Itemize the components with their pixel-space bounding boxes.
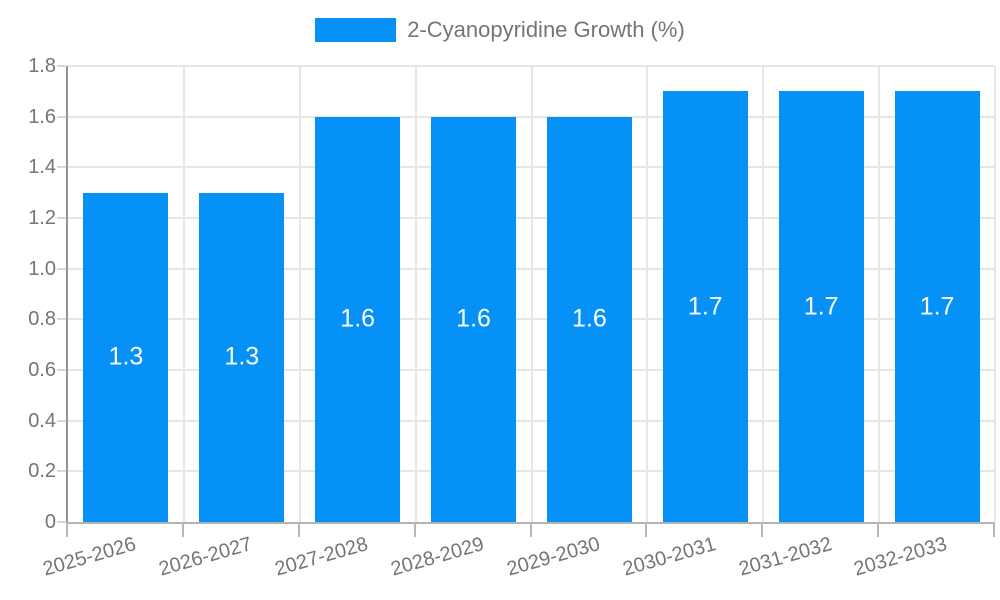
x-tick bbox=[877, 522, 880, 537]
y-tick bbox=[57, 217, 66, 219]
y-tick-label: 1.2 bbox=[28, 207, 56, 229]
x-tick bbox=[529, 522, 532, 537]
bar-value-label: 1.3 bbox=[224, 342, 260, 371]
x-tick-label: 2028-2029 bbox=[388, 533, 487, 581]
y-tick-label: 1.4 bbox=[28, 156, 56, 179]
x-tick bbox=[645, 522, 648, 537]
y-tick bbox=[57, 318, 66, 321]
y-tick-label: 0.6 bbox=[28, 359, 56, 381]
y-tick-label: 0.2 bbox=[28, 460, 56, 483]
bar: 1.7 bbox=[894, 91, 980, 522]
bar: 1.6 bbox=[546, 116, 632, 522]
y-tick-label: 1.0 bbox=[28, 257, 56, 280]
x-tick bbox=[66, 522, 68, 537]
bar: 1.6 bbox=[315, 116, 401, 522]
y-tick bbox=[57, 369, 66, 371]
x-tick bbox=[413, 522, 416, 537]
bar-value-label: 1.6 bbox=[572, 304, 607, 333]
bar: 1.3 bbox=[199, 192, 285, 522]
bar-value-label: 1.7 bbox=[919, 292, 955, 321]
y-tick-label: 1.8 bbox=[28, 55, 56, 77]
legend-label: 2-Cyanopyridine Growth (%) bbox=[407, 17, 685, 42]
gridline-v bbox=[646, 66, 649, 522]
x-tick bbox=[181, 522, 184, 537]
bar-value-label: 1.6 bbox=[456, 304, 491, 333]
x-tick bbox=[993, 522, 995, 537]
bar-value-label: 1.7 bbox=[803, 292, 839, 321]
y-tick bbox=[57, 115, 66, 118]
gridline-v bbox=[298, 66, 301, 522]
legend: 2-Cyanopyridine Growth (%) bbox=[0, 18, 1000, 42]
y-tick bbox=[57, 419, 66, 422]
y-tick bbox=[57, 521, 66, 523]
x-tick-label: 2026-2027 bbox=[156, 533, 255, 581]
y-tick bbox=[57, 65, 66, 67]
y-tick-label: 0.4 bbox=[28, 409, 56, 432]
y-tick bbox=[57, 267, 66, 270]
gridline-v bbox=[182, 66, 185, 522]
x-tick bbox=[761, 522, 764, 537]
y-tick bbox=[57, 166, 66, 169]
legend-swatch bbox=[315, 18, 397, 42]
y-tick-label: 0 bbox=[44, 511, 56, 533]
y-tick-label: 0.8 bbox=[28, 308, 56, 331]
plot-area: 1.3 1.3 1.6 1.6 1.6 1.7 1.7 1.7 bbox=[66, 65, 996, 524]
x-tick-label: 2032-2033 bbox=[851, 533, 950, 581]
bar: 1.7 bbox=[778, 91, 864, 522]
bar: 1.6 bbox=[431, 116, 517, 522]
gridline-v bbox=[530, 66, 533, 522]
bar: 1.7 bbox=[662, 91, 748, 522]
y-tick-label: 1.6 bbox=[28, 105, 56, 128]
bar-value-label: 1.6 bbox=[340, 304, 376, 333]
gridline-v bbox=[878, 66, 881, 522]
y-tick bbox=[57, 470, 66, 473]
x-tick bbox=[297, 522, 300, 537]
bar-value-label: 1.3 bbox=[108, 342, 144, 371]
x-tick-label: 2027-2028 bbox=[272, 533, 371, 581]
x-tick-label: 2029-2030 bbox=[504, 533, 603, 581]
gridline-v bbox=[994, 66, 996, 522]
gridline-v bbox=[762, 66, 765, 522]
gridline-v bbox=[414, 66, 417, 522]
x-tick-label: 2030-2031 bbox=[620, 533, 719, 581]
x-tick-label: 2025-2026 bbox=[40, 533, 139, 581]
x-tick-label: 2031-2032 bbox=[735, 533, 834, 581]
bar-value-label: 1.7 bbox=[687, 292, 723, 321]
bar: 1.3 bbox=[83, 192, 169, 522]
